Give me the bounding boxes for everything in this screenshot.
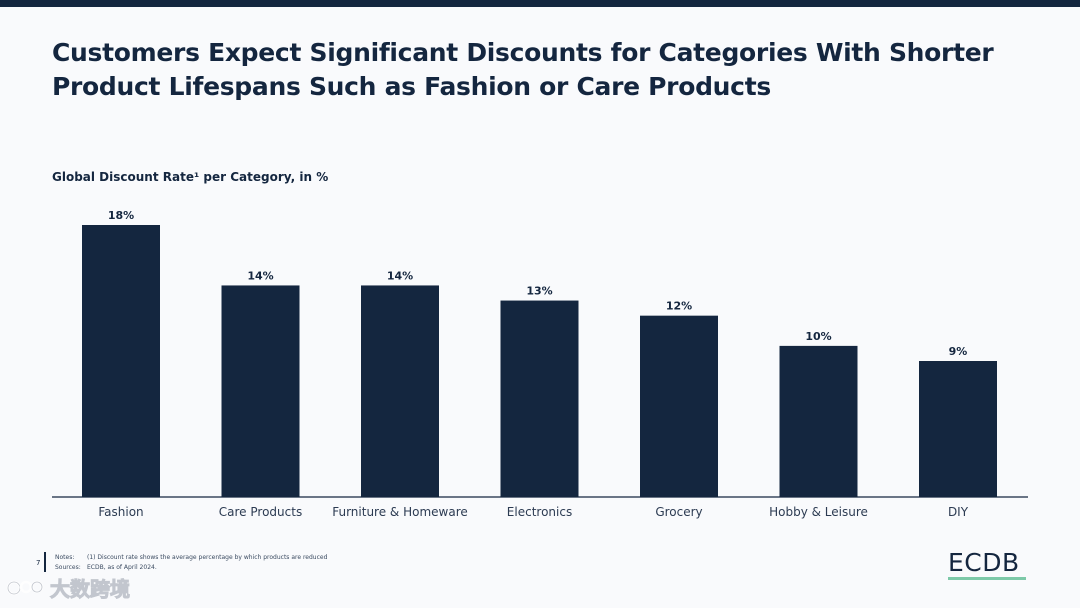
page-number: 7 xyxy=(36,559,41,567)
bar-5 xyxy=(779,345,858,497)
sources-label: Sources: xyxy=(55,564,81,571)
bar-3 xyxy=(500,300,579,497)
watermark-logo-icon xyxy=(6,580,44,595)
chart-bars xyxy=(82,225,997,497)
chart-category-labels: Fashion Care Products Furniture & Homeware… xyxy=(98,505,968,519)
chart-value-labels: 18% 14% 14% 13% 12% 10% 9% xyxy=(108,209,968,358)
value-label-0: 18% xyxy=(108,209,134,222)
category-label-4: Grocery xyxy=(655,505,702,519)
notes-line: Notes: (1) Discount rate shows the averag… xyxy=(55,553,327,563)
category-label-0: Fashion xyxy=(98,505,143,519)
value-label-5: 10% xyxy=(805,330,831,343)
watermark-text: 大数跨境 xyxy=(50,577,131,602)
chart-title: Global Discount Rate¹ per Category, in % xyxy=(52,170,329,184)
notes-divider xyxy=(44,552,46,572)
bar-1 xyxy=(221,285,300,497)
value-label-2: 14% xyxy=(387,269,413,282)
notes-label: Notes: xyxy=(55,554,75,561)
value-label-1: 14% xyxy=(247,269,273,282)
value-label-6: 9% xyxy=(949,345,968,358)
value-label-3: 13% xyxy=(526,285,552,298)
sources-line: Sources: ECDB, as of April 2024. xyxy=(55,563,327,573)
bar-2 xyxy=(361,285,439,497)
bar-6 xyxy=(919,361,997,497)
bar-0 xyxy=(82,225,160,497)
category-label-1: Care Products xyxy=(219,505,302,519)
bar-chart: 18% 14% 14% 13% 12% 10% 9% Fashion Care Product… xyxy=(52,209,1028,519)
bar-4 xyxy=(640,315,718,497)
sources-text: ECDB, as of April 2024. xyxy=(87,564,157,571)
ecdb-logo: ECDB xyxy=(948,548,1020,577)
watermark: 大数跨境 xyxy=(6,573,131,602)
category-label-6: DIY xyxy=(948,505,969,519)
value-label-4: 12% xyxy=(666,300,692,313)
top-accent-bar xyxy=(0,0,1080,7)
footnotes: Notes: (1) Discount rate shows the averag… xyxy=(55,553,327,573)
notes-text: (1) Discount rate shows the average perc… xyxy=(87,554,328,561)
logo-underline xyxy=(948,577,1026,580)
category-label-2: Furniture & Homeware xyxy=(332,505,468,519)
slide-title: Customers Expect Significant Discounts f… xyxy=(52,38,994,101)
category-label-5: Hobby & Leisure xyxy=(769,505,868,519)
category-label-3: Electronics xyxy=(507,505,572,519)
